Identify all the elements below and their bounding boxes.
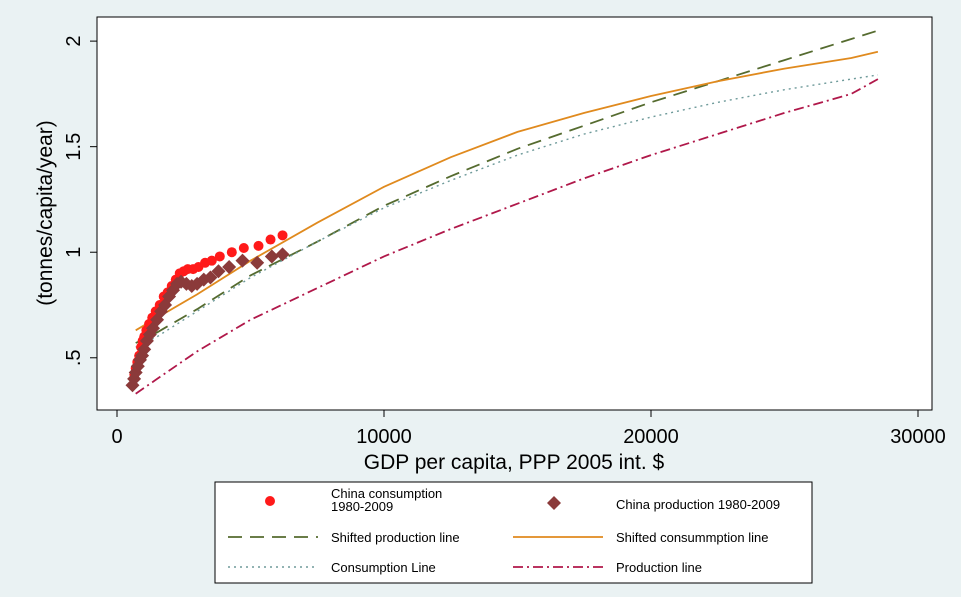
legend-shifted-production-line-label: Shifted production line bbox=[331, 530, 460, 545]
x-axis-title: GDP per capita, PPP 2005 int. $ bbox=[364, 451, 665, 474]
y-tick-label: 1 bbox=[63, 247, 85, 258]
china-production-1980-2009-point bbox=[250, 255, 265, 270]
china-production-1980-2009-point bbox=[203, 270, 218, 285]
china-production-1980-2009-point bbox=[275, 247, 290, 262]
china-consumption-1980-2009-point bbox=[265, 234, 276, 245]
legend-china-consumption-1980-2009-marker bbox=[265, 496, 275, 506]
legend-china-production-1980-2009-marker bbox=[547, 496, 561, 510]
plot-area bbox=[96, 16, 933, 411]
legend-china-production-1980-2009-label: China production 1980-2009 bbox=[616, 497, 780, 512]
china-production-1980-2009-point bbox=[264, 249, 279, 264]
y-tick-label: 2 bbox=[63, 36, 85, 47]
china-production-1980-2009-point bbox=[222, 260, 237, 274]
x-tick-label: 20000 bbox=[623, 426, 679, 448]
x-tick-label: 10000 bbox=[356, 426, 412, 448]
china-production-1980-2009-point bbox=[235, 253, 250, 268]
y-axis: .5 1 1.5 2 bbox=[63, 36, 97, 366]
shifted-consummption-line-path bbox=[135, 50, 879, 332]
series-layer bbox=[125, 29, 879, 395]
legend-china-consumption-1980-2009-label: China consumption 1980-2009 bbox=[331, 486, 442, 514]
legend: China consumption 1980-2009 China producti… bbox=[214, 481, 813, 584]
production-line-path bbox=[135, 78, 879, 395]
china-consumption-1980-2009-point bbox=[253, 240, 264, 251]
china-consumption-1980-2009-point bbox=[277, 230, 288, 241]
x-tick-label: 0 bbox=[111, 426, 122, 448]
legend-production-line-label: Production line bbox=[616, 560, 702, 575]
china-production-1980-2009-point bbox=[211, 264, 226, 279]
y-tick-label: .5 bbox=[63, 349, 85, 366]
x-axis: 0 10000 20000 30000 bbox=[111, 410, 946, 448]
china-consumption-1980-2009-point bbox=[238, 243, 249, 253]
china-consumption-1980-2009-point bbox=[226, 247, 237, 258]
china-consumption-1980-2009-point bbox=[206, 255, 217, 266]
legend-shifted-consummption-line-label: Shifted consummption line bbox=[616, 530, 768, 545]
y-tick-label: 1.5 bbox=[63, 133, 85, 161]
china-consumption-1980-2009-point bbox=[214, 251, 225, 262]
x-tick-label: 30000 bbox=[890, 426, 946, 448]
y-axis-title: (tonnes/capita/year) bbox=[34, 120, 57, 306]
legend-consumption-line-label: Consumption Line bbox=[331, 560, 436, 575]
